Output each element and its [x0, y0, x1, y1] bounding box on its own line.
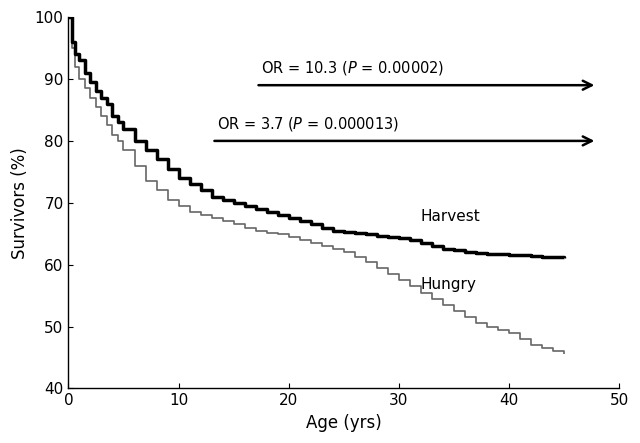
- Text: Hungry: Hungry: [421, 277, 477, 292]
- Text: OR = 3.7 ($\it{P}$ = 0.000013): OR = 3.7 ($\it{P}$ = 0.000013): [217, 115, 399, 133]
- Y-axis label: Survivors (%): Survivors (%): [11, 147, 29, 259]
- Text: Harvest: Harvest: [421, 210, 481, 224]
- X-axis label: Age (yrs): Age (yrs): [306, 414, 381, 432]
- Text: OR = 10.3 ($\it{P}$ = 0.00002): OR = 10.3 ($\it{P}$ = 0.00002): [261, 59, 445, 78]
